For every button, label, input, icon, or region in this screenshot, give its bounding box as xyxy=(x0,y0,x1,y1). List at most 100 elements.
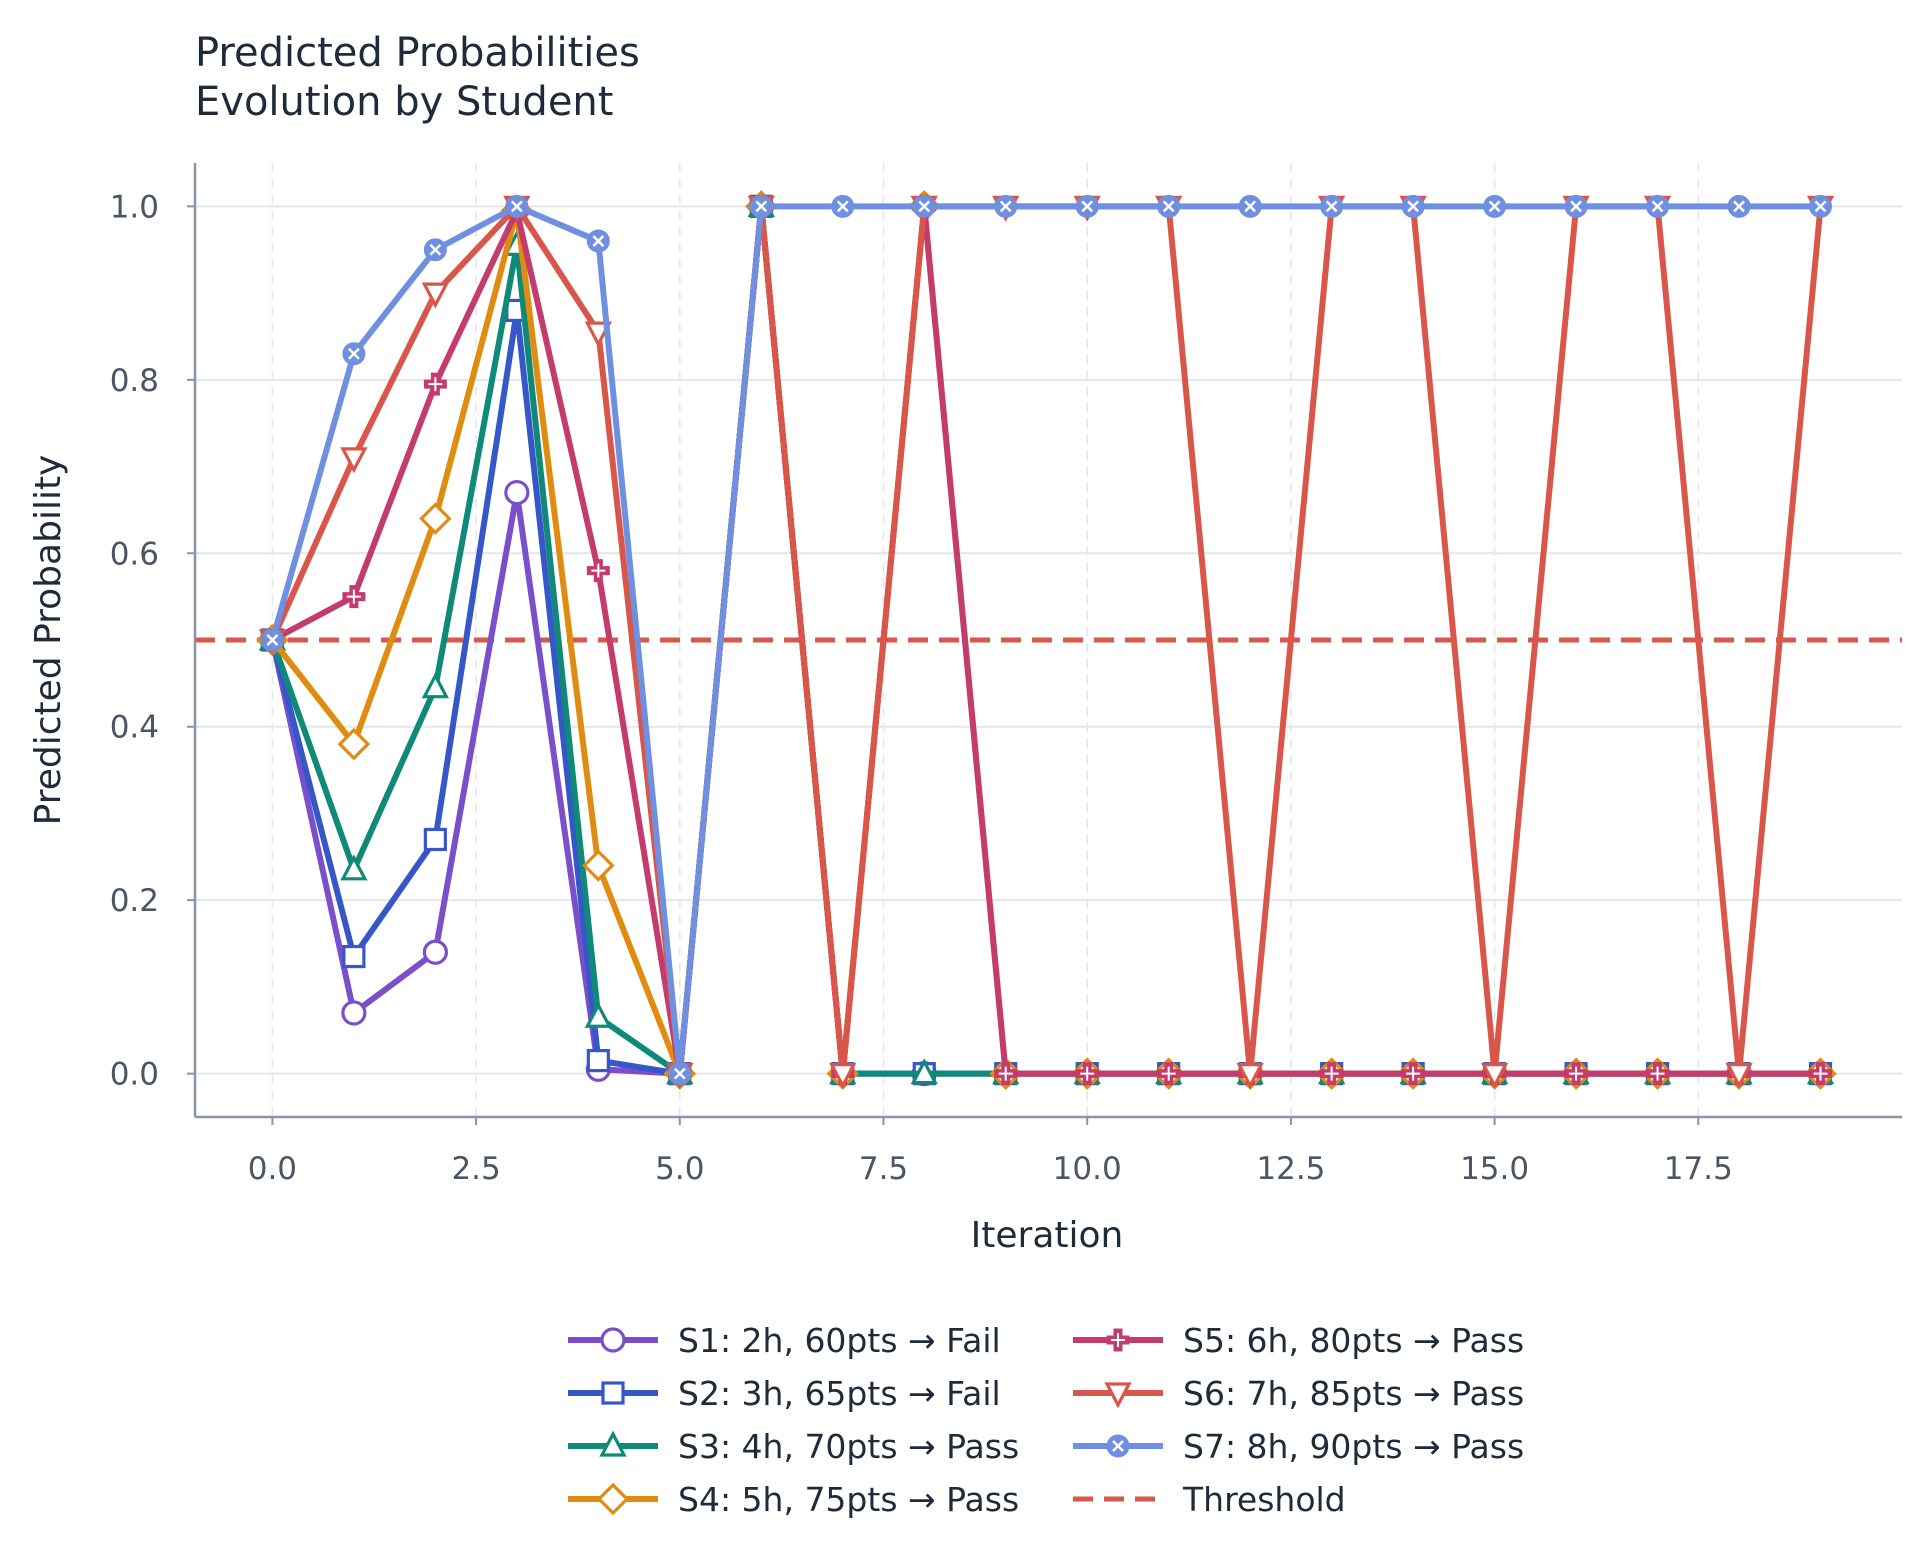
y-tick-label: 0.0 xyxy=(110,1057,159,1093)
legend-marker xyxy=(1106,1328,1130,1352)
x-marker-cross xyxy=(592,235,605,247)
x-tick-label: 15.0 xyxy=(1460,1151,1529,1187)
data-point xyxy=(1483,194,1507,218)
data-point xyxy=(994,1062,1018,1086)
x-marker-cross xyxy=(1733,200,1745,213)
data-point xyxy=(749,194,773,218)
data-point xyxy=(1401,194,1425,218)
x-marker-cross xyxy=(918,200,931,213)
chart-title-line-2: Evolution by Student xyxy=(195,79,613,125)
x-axis-label: Iteration xyxy=(971,1215,1124,1256)
legend-item: S4: 5h, 75pts → Pass xyxy=(568,1480,1019,1519)
data-point xyxy=(1157,1062,1181,1086)
data-point xyxy=(419,502,452,535)
data-point xyxy=(1564,1062,1588,1086)
series-group xyxy=(256,190,1837,1090)
data-point xyxy=(1646,1062,1670,1086)
data-point xyxy=(341,1000,367,1026)
data-point xyxy=(1401,1062,1425,1086)
legend-item: S6: 7h, 85pts → Pass xyxy=(1073,1374,1524,1413)
series-7 xyxy=(260,194,1833,1086)
legend-marker xyxy=(596,1482,630,1516)
plus-marker-cross xyxy=(1161,1066,1176,1081)
legend-label: S1: 2h, 60pts → Fail xyxy=(678,1321,1001,1360)
data-point xyxy=(340,854,368,881)
x-tick-label: 7.5 xyxy=(859,1151,908,1187)
x-marker-cross xyxy=(1488,200,1501,213)
y-tick-label: 0.2 xyxy=(110,883,159,919)
legend: S1: 2h, 60pts → Fail S2: 3h, 65pts → Fail… xyxy=(568,1321,1524,1519)
x-tick-label: 0.0 xyxy=(248,1151,297,1187)
x-marker-cross xyxy=(429,243,442,256)
x-marker-cross xyxy=(1814,200,1827,213)
data-point xyxy=(586,229,610,253)
data-point xyxy=(1480,1063,1509,1090)
legend-marker xyxy=(599,1430,627,1457)
plus-marker-cross xyxy=(1406,1066,1421,1081)
x-tick-label: 10.0 xyxy=(1053,1151,1122,1187)
legend-label: S3: 4h, 70pts → Pass xyxy=(678,1427,1019,1466)
y-tick-label: 1.0 xyxy=(110,189,159,225)
data-point xyxy=(1725,1063,1753,1090)
data-point xyxy=(1727,194,1751,218)
data-point xyxy=(1320,194,1344,218)
data-point xyxy=(1320,1062,1344,1086)
x-tick-label: 2.5 xyxy=(451,1151,500,1187)
data-point xyxy=(504,479,530,506)
data-point xyxy=(342,342,366,366)
data-point xyxy=(1157,194,1181,218)
data-point xyxy=(260,628,284,652)
plus-marker-cross xyxy=(428,377,443,392)
data-point xyxy=(423,238,447,262)
plus-marker-cross xyxy=(1569,1066,1584,1081)
data-point xyxy=(586,559,610,583)
data-point xyxy=(584,321,612,348)
series-line xyxy=(269,203,1824,1077)
x-marker-cross xyxy=(1325,200,1338,213)
data-point xyxy=(910,1058,938,1085)
data-point xyxy=(668,1062,692,1086)
series-line xyxy=(269,203,1824,1077)
data-point xyxy=(1238,194,1262,218)
legend-item: S7: 8h, 90pts → Pass xyxy=(1073,1427,1524,1466)
x-marker-cross xyxy=(1081,200,1094,213)
legend-marker xyxy=(601,1381,625,1405)
plus-marker-cross xyxy=(1650,1066,1665,1081)
plus-marker-cross xyxy=(1080,1066,1095,1081)
legend-item: S1: 2h, 60pts → Fail xyxy=(568,1321,1001,1360)
legend-label: S5: 6h, 80pts → Pass xyxy=(1183,1321,1524,1360)
chart-title: Predicted Probabilities Evolution by Stu… xyxy=(195,30,640,125)
x-marker-cross xyxy=(755,200,768,213)
data-point xyxy=(421,282,450,309)
plus-marker-cross xyxy=(998,1066,1013,1081)
legend-item: S3: 4h, 70pts → Pass xyxy=(568,1427,1019,1466)
plus-marker-cross xyxy=(591,563,606,578)
legend-marker xyxy=(1104,1382,1132,1409)
legend-label: Threshold xyxy=(1182,1480,1346,1519)
plus-marker-cross xyxy=(1111,1333,1125,1347)
data-point xyxy=(912,194,936,218)
data-point xyxy=(423,827,447,852)
data-point xyxy=(582,849,615,882)
x-tick-labels: 0.0 2.5 5.0 7.5 10.0 12.5 15.0 17.5 xyxy=(248,1117,1733,1187)
x-marker-cross xyxy=(1162,200,1175,213)
data-point xyxy=(586,1049,610,1073)
data-point xyxy=(1564,194,1588,218)
legend-label: S2: 3h, 65pts → Fail xyxy=(678,1374,1001,1413)
x-tick-label: 17.5 xyxy=(1664,1151,1733,1187)
x-marker-cross xyxy=(1570,200,1582,213)
data-point xyxy=(1809,194,1833,218)
data-point xyxy=(340,447,368,474)
plus-marker-cross xyxy=(346,589,361,604)
plus-marker-cross xyxy=(1324,1066,1339,1081)
data-point xyxy=(584,1001,612,1028)
x-marker-cross xyxy=(1407,200,1420,213)
data-point xyxy=(423,372,447,396)
chart-title-line-1: Predicted Probabilities xyxy=(195,30,640,76)
x-marker-cross xyxy=(348,347,360,360)
data-point xyxy=(422,939,448,965)
x-marker-cross xyxy=(673,1067,686,1080)
data-point xyxy=(342,585,366,609)
x-tick-label: 12.5 xyxy=(1256,1151,1325,1187)
